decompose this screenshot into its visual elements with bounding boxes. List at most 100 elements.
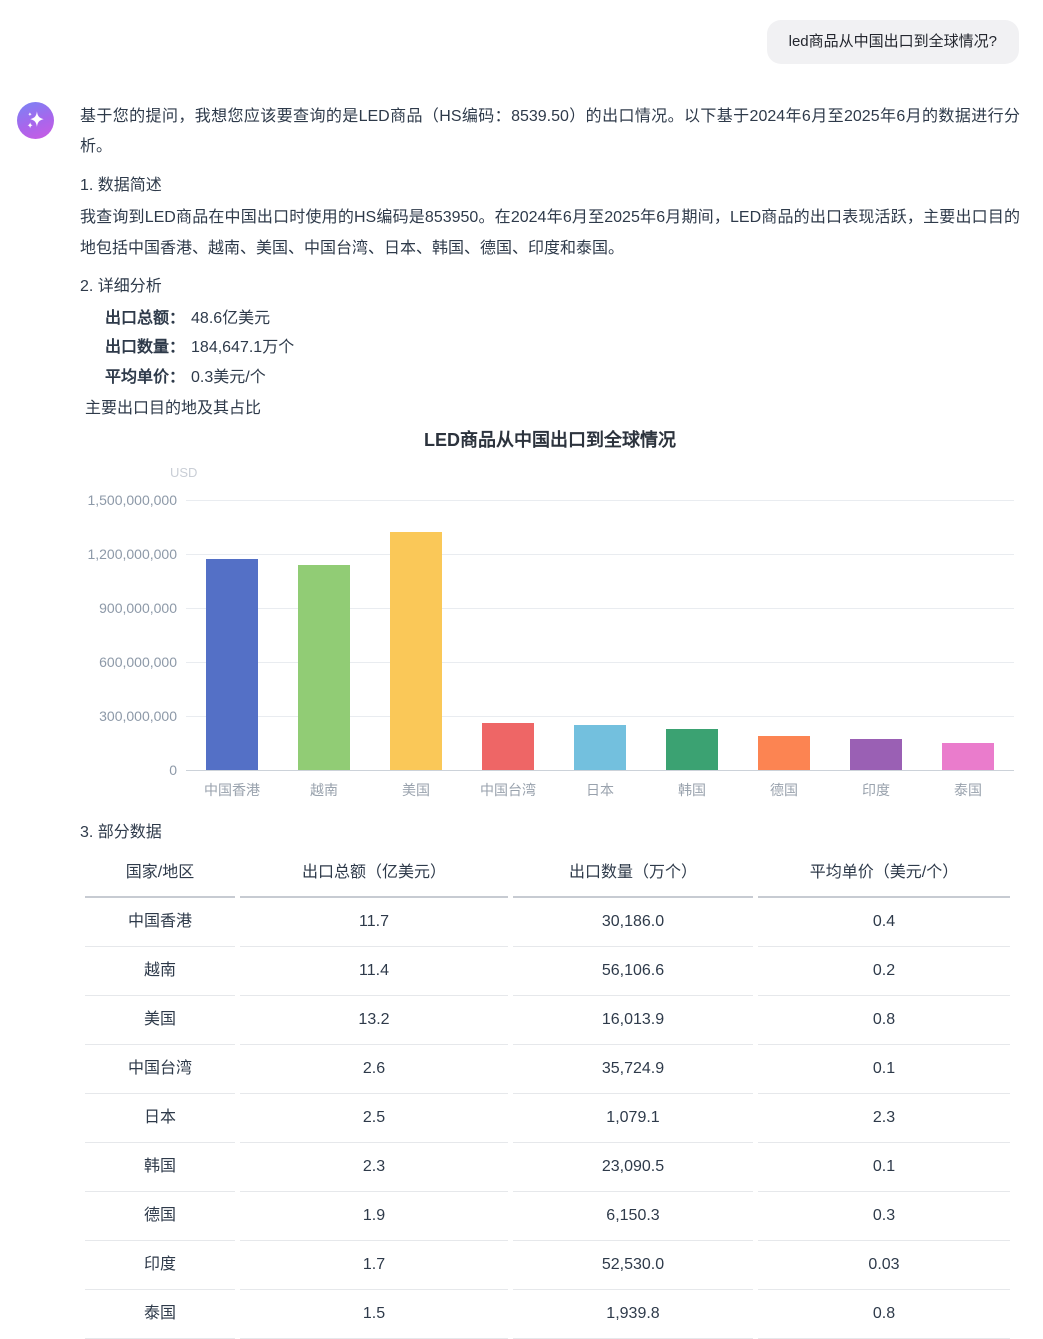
assistant-content: 基于您的提问，我想您应该要查询的是LED商品（HS编码：8539.50）的出口情… — [80, 102, 1020, 1339]
chart-bar-slot — [278, 500, 370, 771]
y-axis-tick: 600,000,000 — [99, 654, 177, 671]
chart-gridline — [186, 554, 1014, 556]
table-header-cell: 出口数量（万个） — [513, 850, 753, 899]
x-axis-label: 美国 — [402, 782, 430, 799]
stat-label: 平均单价： — [105, 368, 186, 386]
table-cell: 2.5 — [240, 1094, 508, 1144]
table-cell: 0.1 — [758, 1143, 1010, 1193]
table-cell: 日本 — [85, 1094, 235, 1144]
intro-paragraph: 基于您的提问，我想您应该要查询的是LED商品（HS编码：8539.50）的出口情… — [80, 108, 1020, 156]
table-cell: 52,530.0 — [513, 1241, 753, 1291]
chart-gridline — [186, 662, 1014, 664]
chart-bar[interactable] — [574, 725, 626, 771]
table-cell: 0.2 — [758, 947, 1010, 997]
table-cell: 泰国 — [85, 1290, 235, 1339]
chart-gridline — [186, 608, 1014, 610]
user-message-row: led商品从中国出口到全球情况? — [0, 0, 1043, 64]
x-axis-label: 泰国 — [954, 782, 982, 799]
y-axis: 1,500,000,000 1,200,000,000 900,000,000 600… — [80, 493, 177, 777]
table-cell: 30,186.0 — [513, 898, 753, 948]
stat-label: 出口总额： — [105, 310, 186, 328]
table-cell: 35,724.9 — [513, 1045, 753, 1095]
table-cell: 23,090.5 — [513, 1143, 753, 1193]
chart-bar-slot — [646, 500, 738, 771]
stat-label: 出口数量： — [105, 339, 186, 357]
chart-title: LED商品从中国出口到全球情况 — [424, 430, 676, 451]
table-row: 中国香港 11.7 30,186.0 0.4 — [85, 898, 1010, 948]
bar-chart: LED商品从中国出口到全球情况 USD 1,500,000,000 1,200,0… — [80, 428, 1020, 810]
table-cell: 0.8 — [758, 1290, 1010, 1339]
table-cell: 11.7 — [240, 898, 508, 948]
y-axis-unit-label: USD — [170, 465, 198, 481]
chart-bars — [186, 500, 1014, 771]
table-cell: 13.2 — [240, 996, 508, 1046]
table-cell: 1.5 — [240, 1290, 508, 1339]
table-cell: 0.4 — [758, 898, 1010, 948]
table-cell: 1,939.8 — [513, 1290, 753, 1339]
chart-bar-slot — [830, 500, 922, 771]
stat-value: 0.3美元/个 — [191, 368, 266, 386]
table-header-cell: 平均单价（美元/个） — [758, 850, 1010, 899]
chart-bar-slot — [738, 500, 830, 771]
chart-bar[interactable] — [666, 728, 718, 771]
table-cell: 1.9 — [240, 1192, 508, 1242]
table-cell: 2.3 — [758, 1094, 1010, 1144]
assistant-response: 基于您的提问，我想您应该要查询的是LED商品（HS编码：8539.50）的出口情… — [17, 102, 1020, 1339]
section2-subtitle: 主要出口目的地及其占比 — [85, 399, 262, 417]
data-table-body: 中国香港 11.7 30,186.0 0.4 越南 11.4 56,106.6 0.2 美国 13… — [85, 898, 1010, 1339]
data-table: 国家/地区 出口总额（亿美元） 出口数量（万个） 平均单价（美元/个） 中国香港 11.… — [80, 850, 1015, 1339]
stat-export-total: 出口总额： 48.6亿美元 — [105, 304, 1020, 333]
chart-bar[interactable] — [482, 723, 534, 771]
table-cell: 0.1 — [758, 1045, 1010, 1095]
table-header-row: 国家/地区 出口总额（亿美元） 出口数量（万个） 平均单价（美元/个） — [85, 850, 1010, 899]
x-axis-label: 印度 — [862, 782, 890, 799]
table-cell: 0.03 — [758, 1241, 1010, 1291]
table-cell: 中国台湾 — [85, 1045, 235, 1095]
y-axis-tick: 300,000,000 — [99, 708, 177, 725]
y-axis-tick: 900,000,000 — [99, 600, 177, 617]
data-table-head: 国家/地区 出口总额（亿美元） 出口数量（万个） 平均单价（美元/个） — [85, 850, 1010, 899]
table-header-cell: 国家/地区 — [85, 850, 235, 899]
chart-bar-slot — [370, 500, 462, 771]
chart-bar[interactable] — [850, 739, 902, 771]
chart-bar[interactable] — [206, 559, 258, 771]
section3-heading: 3. 部分数据 — [80, 824, 162, 842]
stat-average-price: 平均单价： 0.3美元/个 — [105, 363, 1020, 392]
table-cell: 56,106.6 — [513, 947, 753, 997]
chart-bar-slot — [462, 500, 554, 771]
chart-gridline — [186, 500, 1014, 502]
table-cell: 美国 — [85, 996, 235, 1046]
section1-heading: 1. 数据简述 — [80, 176, 162, 194]
chart-bar-slot — [186, 500, 278, 771]
table-cell: 中国香港 — [85, 898, 235, 948]
table-cell: 6,150.3 — [513, 1192, 753, 1242]
chart-bar[interactable] — [942, 743, 994, 771]
table-row: 韩国 2.3 23,090.5 0.1 — [85, 1143, 1010, 1193]
chart-plot-area — [186, 500, 1014, 772]
table-cell: 16,013.9 — [513, 996, 753, 1046]
x-axis-label: 中国香港 — [204, 782, 260, 799]
table-row: 德国 1.9 6,150.3 0.3 — [85, 1192, 1010, 1242]
x-axis-label: 越南 — [310, 782, 338, 799]
x-axis: 中国香港 越南 美国 中国台湾 日本 韩国 德国 印度 泰国 — [186, 780, 1014, 801]
y-axis-tick: 1,500,000,000 — [87, 492, 177, 509]
table-row: 美国 13.2 16,013.9 0.8 — [85, 996, 1010, 1046]
chart-bar[interactable] — [758, 735, 810, 771]
table-row: 日本 2.5 1,079.1 2.3 — [85, 1094, 1010, 1144]
x-axis-label: 日本 — [586, 782, 614, 799]
chart-bar[interactable] — [298, 564, 350, 771]
table-cell: 德国 — [85, 1192, 235, 1242]
sparkle-icon — [24, 109, 47, 132]
assistant-avatar — [17, 102, 54, 139]
table-cell: 1,079.1 — [513, 1094, 753, 1144]
y-axis-tick: 1,200,000,000 — [87, 546, 177, 563]
table-header-cell: 出口总额（亿美元） — [240, 850, 508, 899]
table-cell: 0.3 — [758, 1192, 1010, 1242]
chart-bar[interactable] — [390, 532, 442, 771]
table-row: 印度 1.7 52,530.0 0.03 — [85, 1241, 1010, 1291]
table-row: 泰国 1.5 1,939.8 0.8 — [85, 1290, 1010, 1339]
chart-gridline — [186, 716, 1014, 718]
table-row: 中国台湾 2.6 35,724.9 0.1 — [85, 1045, 1010, 1095]
table-cell: 2.6 — [240, 1045, 508, 1095]
